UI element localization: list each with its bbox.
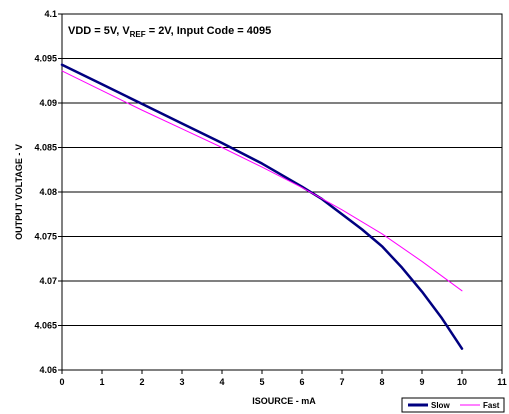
y-tick-label: 4.06	[39, 365, 57, 375]
x-tick-label: 9	[419, 377, 424, 387]
legend-box	[401, 397, 505, 413]
x-axis-ticks: 0 1 2 3 4 5 6 7 8 9 10 11	[59, 370, 507, 387]
annotation-prefix: VDD = 5V, V	[68, 25, 130, 37]
y-tick-label: 4.065	[34, 321, 57, 331]
y-tick-label: 4.07	[39, 276, 57, 286]
y-axis-title: OUTPUT VOLTAGE - V	[14, 144, 24, 240]
legend-label-fast: Fast	[483, 401, 500, 410]
series-group	[60, 63, 464, 350]
y-tick-label: 4.075	[34, 232, 57, 242]
annotation-subscript: REF	[130, 30, 146, 39]
x-tick-label: 1	[99, 377, 104, 387]
y-tick-label: 4.09	[39, 98, 57, 108]
y-tick-label: 4.1	[44, 9, 57, 19]
y-tick-label: 4.095	[34, 54, 57, 64]
legend-label-slow: Slow	[431, 401, 450, 410]
conditions-annotation: VDD = 5V, VREF = 2V, Input Code = 4095	[68, 25, 271, 39]
y-tick-label: 4.08	[39, 187, 57, 197]
x-tick-label: 6	[299, 377, 304, 387]
x-tick-label: 5	[259, 377, 264, 387]
y-tick-label: 4.085	[34, 143, 57, 153]
annotation-suffix: = 2V, Input Code = 4095	[146, 25, 272, 37]
x-tick-label: 0	[59, 377, 64, 387]
series-line-fast	[61, 70, 463, 292]
y-axis-ticks: 4.06 4.065 4.07 4.075 4.08 4.085 4.09 4.095 4.1	[34, 9, 62, 375]
x-tick-label: 4	[219, 377, 224, 387]
x-tick-label: 8	[379, 377, 384, 387]
x-tick-label: 2	[139, 377, 144, 387]
legend: Slow Fast	[401, 397, 505, 413]
x-tick-label: 11	[497, 377, 507, 387]
x-axis-title: ISOURCE - mA	[252, 396, 316, 406]
x-tick-label: 3	[179, 377, 184, 387]
x-tick-label: 10	[457, 377, 467, 387]
x-tick-label: 7	[339, 377, 344, 387]
